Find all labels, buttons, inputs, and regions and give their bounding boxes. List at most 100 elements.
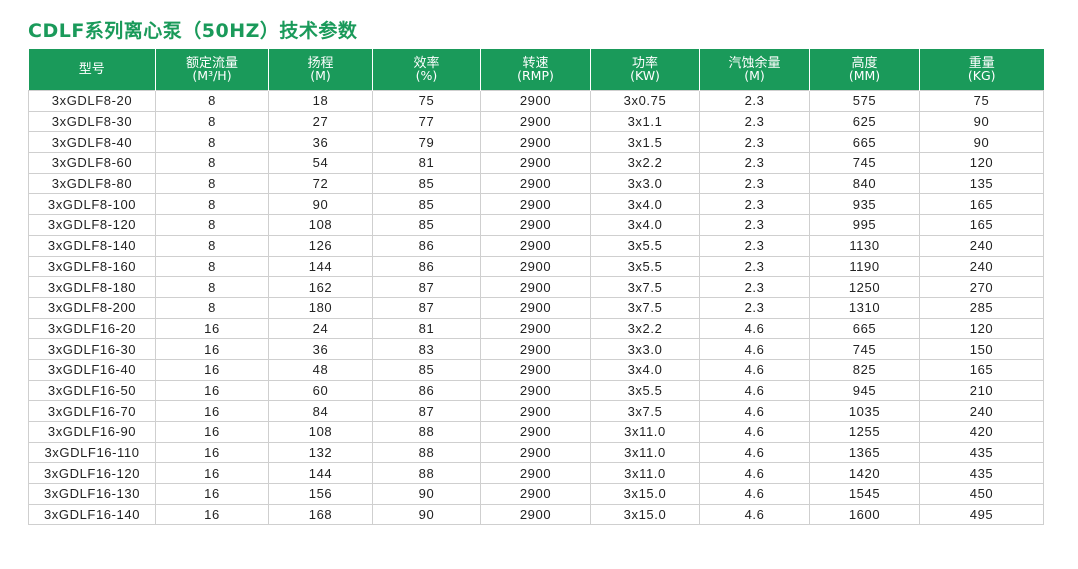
table-cell: 2900 [480, 131, 591, 154]
table-cell: 2900 [480, 214, 591, 236]
table-cell: 156 [268, 483, 373, 505]
table-cell: 3x4.0 [590, 214, 700, 236]
header-row: 型号 额定流量 (M³/H) 扬程 (M) 效率 (%) 转速 (RMP) 功率 (KW) 汽蚀余量(… [28, 49, 1044, 91]
table-cell: 165 [919, 358, 1044, 381]
table-cell: 75 [919, 90, 1044, 112]
table-cell: 210 [919, 379, 1044, 402]
table-cell: 3x5.5 [590, 255, 700, 278]
table-cell: 3x7.5 [590, 276, 700, 298]
table-cell: 180 [268, 296, 373, 319]
table-cell: 16 [155, 441, 269, 464]
table-row: 3xGDLF8-20 8 18 75 2900 3x0.75 2.3 575 75 [28, 90, 1044, 112]
column-unit: (RMP) [517, 67, 554, 83]
table-cell: 84 [268, 400, 373, 422]
table-cell: 165 [919, 214, 1044, 236]
table-cell: 3x5.5 [590, 379, 700, 402]
table-cell: 3x4.0 [590, 358, 700, 381]
table-cell: 2900 [480, 462, 591, 485]
table-cell: 3x1.5 [590, 131, 700, 154]
column-unit: (M) [744, 67, 765, 83]
table-cell: 18 [268, 90, 373, 112]
table-cell: 4.6 [699, 317, 810, 340]
table-row: 3xGDLF8-180 8 162 87 2900 3x7.5 2.3 1250 270 [28, 276, 1044, 298]
table-cell: 120 [919, 317, 1044, 340]
table-row: 3xGDLF8-140 8 126 86 2900 3x5.5 2.3 1130 240 [28, 234, 1044, 257]
table-cell: 285 [919, 296, 1044, 319]
table-cell: 2900 [480, 317, 591, 340]
column-header: 额定流量 (M³/H) [155, 49, 269, 91]
table-cell: 745 [809, 152, 920, 174]
table-cell: 3x15.0 [590, 503, 700, 526]
column-header: 型号 [28, 49, 156, 91]
table-cell: 2900 [480, 441, 591, 464]
column-label: 型号 [78, 61, 105, 77]
table-cell: 8 [155, 110, 269, 133]
column-label: 重量 [968, 55, 995, 71]
table-cell: 3x3.0 [590, 338, 700, 360]
table-row: 3xGDLF8-40 8 36 79 2900 3x1.5 2.3 665 90 [28, 131, 1044, 154]
table-cell: 86 [372, 255, 481, 278]
table-cell: 2900 [480, 276, 591, 298]
table-row: 3xGDLF8-100 8 90 85 2900 3x4.0 2.3 935 165 [28, 193, 1044, 216]
table-cell: 8 [155, 234, 269, 257]
table-row: 3xGDLF16-120 16 144 88 2900 3x11.0 4.6 1420 435 [28, 462, 1044, 485]
table-cell: 3x2.2 [590, 317, 700, 340]
table-cell: 4.6 [699, 483, 810, 505]
table-cell: 1130 [809, 234, 920, 257]
table-cell: 85 [372, 172, 481, 195]
table-cell: 8 [155, 193, 269, 216]
table-cell: 1190 [809, 255, 920, 278]
table-cell: 995 [809, 214, 920, 236]
table-cell: 86 [372, 234, 481, 257]
table-cell: 4.6 [699, 358, 810, 381]
table-cell: 3x1.1 [590, 110, 700, 133]
table-cell: 90 [919, 110, 1044, 133]
table-cell: 3x7.5 [590, 296, 700, 319]
table-cell: 2.3 [699, 296, 810, 319]
table-cell: 745 [809, 338, 920, 360]
table-cell: 495 [919, 503, 1044, 526]
table-cell: 8 [155, 276, 269, 298]
table-cell: 85 [372, 214, 481, 236]
column-unit: (MM) [848, 67, 881, 83]
table-cell: 3xGDLF16-30 [28, 338, 156, 360]
table-cell: 54 [268, 152, 373, 174]
table-cell: 3xGDLF8-140 [28, 234, 156, 257]
table-row: 3xGDLF16-40 16 48 85 2900 3x4.0 4.6 825 165 [28, 358, 1044, 381]
table-cell: 3xGDLF8-100 [28, 193, 156, 216]
table-cell: 4.6 [699, 503, 810, 526]
table-row: 3xGDLF8-80 8 72 85 2900 3x3.0 2.3 840 135 [28, 172, 1044, 195]
table-cell: 24 [268, 317, 373, 340]
table-cell: 2900 [480, 255, 591, 278]
column-label: 高度 [851, 55, 878, 71]
table-cell: 126 [268, 234, 373, 257]
column-unit: (M³/H) [192, 67, 232, 83]
table-cell: 2.3 [699, 110, 810, 133]
table-row: 3xGDLF16-140 16 168 90 2900 3x15.0 4.6 1600 495 [28, 503, 1044, 526]
page-title: CDLF系列离心泵（50HZ）技术参数 [28, 20, 358, 42]
table-cell: 27 [268, 110, 373, 133]
table-cell: 4.6 [699, 379, 810, 402]
table-cell: 4.6 [699, 400, 810, 422]
table-cell: 3x0.75 [590, 90, 700, 112]
column-unit: (KG) [967, 67, 996, 83]
table-cell: 3xGDLF16-110 [28, 441, 156, 464]
table-cell: 3x11.0 [590, 421, 700, 443]
table-cell: 8 [155, 296, 269, 319]
table-cell: 240 [919, 255, 1044, 278]
table-cell: 3x15.0 [590, 483, 700, 505]
table-cell: 87 [372, 296, 481, 319]
table-cell: 162 [268, 276, 373, 298]
table-cell: 16 [155, 483, 269, 505]
table-cell: 4.6 [699, 421, 810, 443]
table-cell: 16 [155, 338, 269, 360]
table-cell: 3x5.5 [590, 234, 700, 257]
table-cell: 2.3 [699, 90, 810, 112]
table-cell: 3xGDLF8-120 [28, 214, 156, 236]
column-label: 功率 [631, 55, 658, 71]
column-header: 重量 (KG) [919, 49, 1044, 91]
table-cell: 270 [919, 276, 1044, 298]
table-cell: 3xGDLF8-200 [28, 296, 156, 319]
table-cell: 3xGDLF8-30 [28, 110, 156, 133]
table-row: 3xGDLF8-200 8 180 87 2900 3x7.5 2.3 1310 285 [28, 296, 1044, 319]
